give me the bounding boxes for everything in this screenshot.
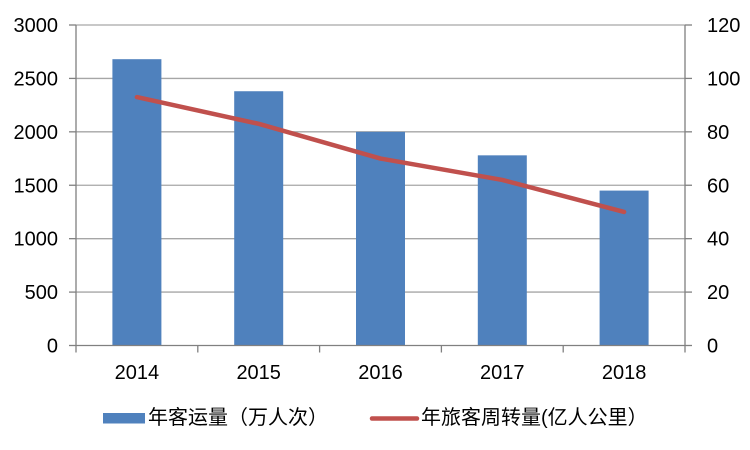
bar-2017 bbox=[477, 155, 527, 346]
legend-bar-swatch bbox=[103, 413, 145, 424]
legend-bar-label: 年客运量（万人次） bbox=[148, 406, 328, 429]
x-axis-label-2015: 2015 bbox=[236, 362, 281, 384]
bar-2016 bbox=[356, 131, 405, 346]
x-axis-label-2014: 2014 bbox=[115, 362, 160, 384]
left-axis-label-500: 500 bbox=[25, 282, 58, 304]
bar-2015 bbox=[234, 91, 284, 346]
left-axis-label-2000: 2000 bbox=[14, 122, 59, 144]
right-axis-label-20: 20 bbox=[707, 282, 729, 304]
legend-line-label: 年旅客周转量(亿人公里） bbox=[421, 406, 648, 429]
right-axis-label-80: 80 bbox=[707, 122, 729, 144]
right-axis-label-100: 100 bbox=[707, 68, 740, 90]
trend-line bbox=[134, 94, 627, 215]
bar-2018 bbox=[599, 190, 649, 346]
right-axis-label-0: 0 bbox=[707, 336, 718, 358]
x-axis-label-2017: 2017 bbox=[480, 362, 525, 384]
right-axis-label-40: 40 bbox=[707, 229, 729, 251]
right-axis-label-60: 60 bbox=[707, 175, 729, 197]
x-axis-label-2016: 2016 bbox=[358, 362, 403, 384]
right-axis-label-120: 120 bbox=[707, 15, 740, 37]
x-axis-label-2018: 2018 bbox=[602, 362, 647, 384]
bar-2014 bbox=[112, 59, 162, 346]
left-axis-label-3000: 3000 bbox=[14, 15, 59, 37]
left-axis-label-1500: 1500 bbox=[14, 175, 59, 197]
left-axis-label-1000: 1000 bbox=[14, 229, 59, 251]
left-axis-label-2500: 2500 bbox=[14, 68, 59, 90]
left-axis-label-0: 0 bbox=[47, 336, 58, 358]
